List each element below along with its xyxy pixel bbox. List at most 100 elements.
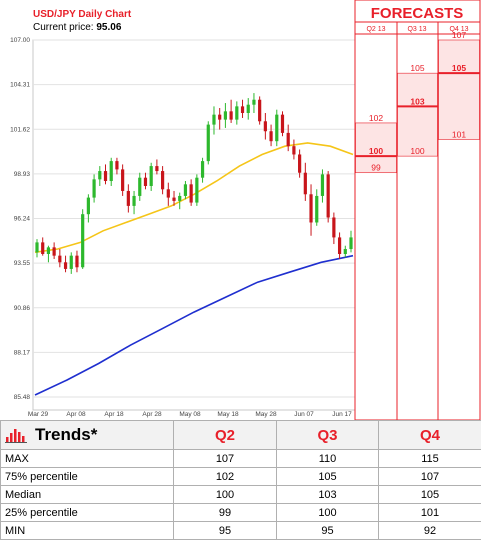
forecast-value-label: 105 [452,63,466,73]
candle-body [138,178,141,196]
candle [281,111,284,136]
candle-body [338,237,341,254]
x-tick-label: May 08 [179,411,201,418]
candle-body [150,166,153,186]
candle-body [121,169,124,191]
cell-value: 107 [174,450,277,468]
forecast-quarter-q3: Q3 13 [407,26,426,33]
candle-body [321,174,324,196]
candle-body [172,198,175,201]
candle-body [235,106,238,119]
cell-value: 110 [277,450,379,468]
cell-value: 103 [277,486,379,504]
cell-value: 105 [379,486,481,504]
candle-body [258,100,261,122]
candle-body [35,242,38,252]
candle-body [87,198,90,215]
candle-body [195,178,198,203]
trends-table: Trends* Q2 Q3 Q4 MAX 107 110 115 75% per… [0,420,481,540]
candle-body [224,111,227,119]
candle-body [218,115,221,120]
table-row-max: MAX 107 110 115 [1,450,481,468]
candle-body [144,178,147,186]
current-price-label: Current price: [33,22,94,33]
forecast-value-label: 107 [452,30,466,40]
candle-body [41,242,44,254]
candle-body [344,249,347,254]
x-tick-label: May 18 [217,411,239,418]
forecast-value-label: 105 [410,63,424,73]
candle-body [132,196,135,206]
forecast-quarter-q2: Q2 13 [366,26,385,33]
candle-body [269,131,272,141]
current-price-value: 95.06 [96,22,121,33]
row-label: MAX [1,450,174,468]
forecast-value-label: 99 [371,163,381,173]
candle-body [115,161,118,169]
candle [275,110,278,146]
cell-value: 102 [174,468,277,486]
candle-body [247,105,250,113]
x-tick-label: Mar 29 [28,411,49,418]
candle-body [104,171,107,181]
table-row-75-percentile: 75% percentile 102 105 107 [1,468,481,486]
candle-body [349,237,352,249]
y-tick-label: 107.00 [10,37,30,44]
candle-body [53,247,56,255]
trends-heading-cell: Trends* [1,421,174,450]
candle [258,96,261,124]
cell-value: 115 [379,450,481,468]
candle-body [58,256,61,263]
y-tick-label: 101.62 [10,126,30,133]
candle-body [201,161,204,178]
x-tick-label: Apr 08 [66,411,86,418]
trends-table-header: Trends* Q2 Q3 Q4 [1,421,481,450]
row-label: Median [1,486,174,504]
candle-body [190,184,193,202]
cell-value: 105 [277,468,379,486]
forecast-range-box [439,40,480,140]
candle-body [127,191,130,206]
table-row-median: Median 100 103 105 [1,486,481,504]
y-tick-label: 104.31 [10,82,30,89]
candle-body [155,166,158,171]
y-tick-label: 88.17 [14,349,31,356]
y-tick-label: 93.55 [14,260,31,267]
candle-body [178,196,181,201]
x-tick-label: Jun 17 [332,411,352,418]
candle-body [98,171,101,179]
candle-body [252,100,255,105]
candle-body [275,115,278,142]
x-tick-label: Apr 18 [104,411,124,418]
y-tick-label: 98.93 [14,171,31,178]
candle-body [110,161,113,181]
candle-body [161,171,164,189]
candle-body [212,115,215,125]
bar-chart-icon [5,427,29,443]
cell-value: 100 [277,504,379,522]
candle-body [332,218,335,238]
x-tick-label: May 28 [255,411,277,418]
column-header-q3: Q3 [277,421,379,450]
candle-body [292,146,295,154]
trends-heading: Trends* [35,425,97,444]
candle-body [167,189,170,197]
candle-body [264,121,267,131]
table-row-25-percentile: 25% percentile 99 100 101 [1,504,481,522]
column-header-q4: Q4 [379,421,481,450]
forecast-value-label: 100 [369,146,383,156]
candle-body [92,179,95,197]
forecast-range-box [398,73,438,156]
candle-body [230,111,233,119]
cell-value: 100 [174,486,277,504]
candle-body [47,247,50,254]
y-tick-label: 85.48 [14,394,31,401]
column-header-q2: Q2 [174,421,277,450]
forecast-value-label: 100 [410,146,424,156]
candle-body [298,154,301,172]
forecast-value-label: 102 [369,113,383,123]
cell-value: 99 [174,504,277,522]
candle-body [241,106,244,113]
candle-body [207,125,210,161]
candle-body [81,214,84,267]
